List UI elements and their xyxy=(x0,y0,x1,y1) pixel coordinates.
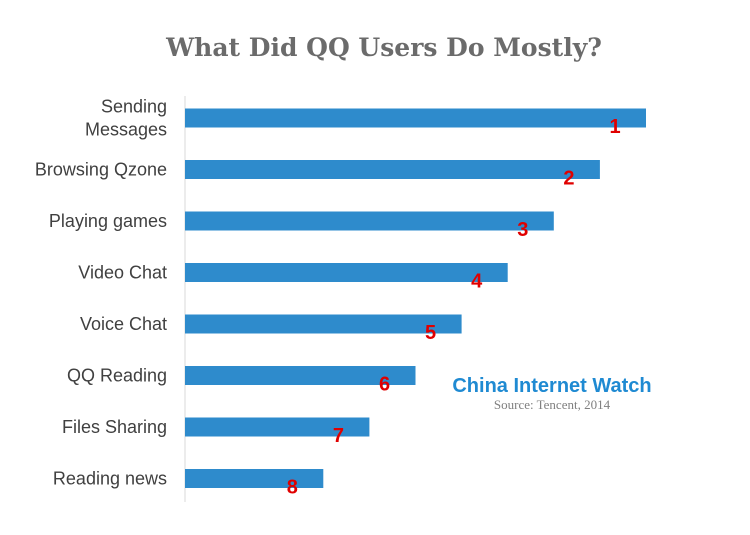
bar-5 xyxy=(185,314,462,334)
rank-label-6: 6 xyxy=(379,374,390,396)
rank-label-7: 7 xyxy=(333,425,344,447)
category-labels-group: Sending Messages Browsing Qzone Playing gam… xyxy=(35,97,167,489)
category-label-8: Reading news xyxy=(53,469,167,489)
category-label-4: Video Chat xyxy=(78,263,167,283)
bar-2 xyxy=(185,160,600,179)
bars-group xyxy=(185,108,646,488)
category-label-5: Voice Chat xyxy=(80,314,167,334)
category-label-2: Browsing Qzone xyxy=(35,160,167,180)
category-label-6: QQ Reading xyxy=(67,366,167,386)
category-label-3: Playing games xyxy=(49,211,167,231)
bar-8 xyxy=(185,469,324,488)
bar-4 xyxy=(185,263,508,282)
category-label-1: Sending Messages xyxy=(85,97,167,140)
watermark-source: Source: Tencent, 2014 xyxy=(494,397,611,412)
bar-6 xyxy=(185,366,416,385)
chart-title: What Did QQ Users Do Mostly? xyxy=(165,33,602,62)
rank-label-1: 1 xyxy=(609,116,620,138)
bar-3 xyxy=(185,211,554,231)
rank-label-8: 8 xyxy=(287,477,298,499)
rank-label-4: 4 xyxy=(471,271,483,293)
category-label-7: Files Sharing xyxy=(62,417,167,437)
rank-label-3: 3 xyxy=(517,219,528,241)
bar-1 xyxy=(185,108,646,128)
watermark-brand: China Internet Watch xyxy=(452,375,651,397)
bar-7 xyxy=(185,417,370,437)
rank-label-5: 5 xyxy=(425,322,436,344)
rank-label-2: 2 xyxy=(563,168,574,190)
rank-labels-group: 1 2 3 4 5 6 7 8 xyxy=(287,116,621,499)
